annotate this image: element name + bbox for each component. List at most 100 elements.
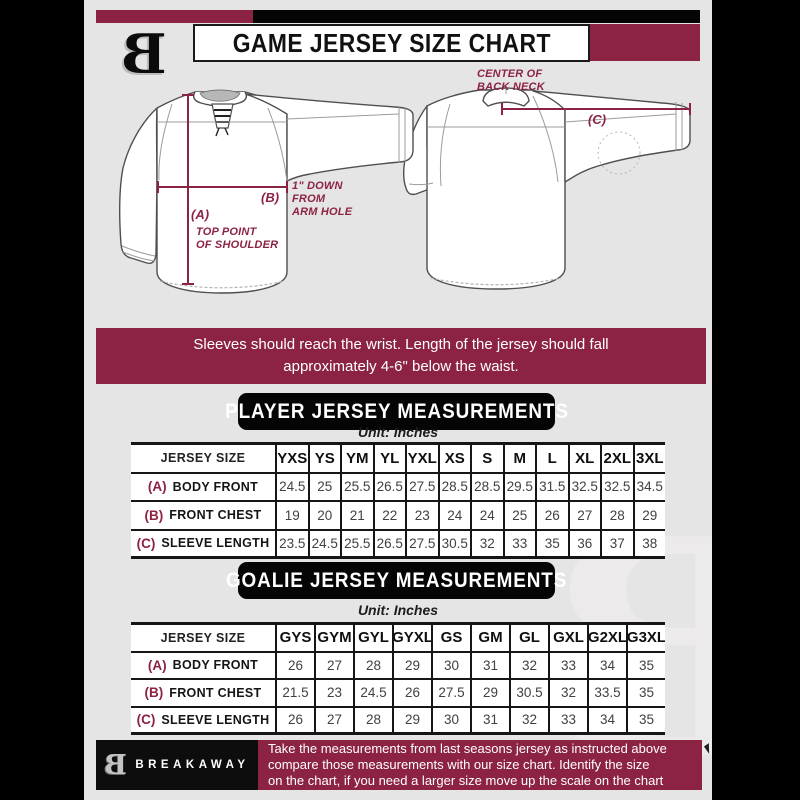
measurement-value: 31.5	[535, 473, 568, 502]
measurement-value: 24.5	[307, 530, 340, 559]
measurement-value: 26	[275, 652, 314, 680]
measurement-value: 28	[353, 707, 392, 735]
measurement-value: 24	[437, 502, 470, 531]
back-collar	[482, 87, 530, 107]
row-label-text: FRONT CHEST	[169, 508, 262, 523]
size-column-header: YXL	[405, 445, 438, 474]
size-column-header: GL	[509, 625, 548, 653]
left-frame	[0, 0, 84, 800]
size-column-header: L	[535, 445, 568, 474]
measurement-value: 24.5	[275, 473, 308, 502]
measurement-value: 35	[626, 707, 665, 735]
size-column-header: XS	[437, 445, 470, 474]
breakaway-logo-icon: B	[121, 22, 167, 86]
row-label-text: BODY FRONT	[172, 479, 259, 494]
measurement-value: 33	[548, 707, 587, 735]
row-label: (C) SLEEVE LENGTH	[131, 707, 275, 735]
row-label-text: BODY FRONT	[172, 658, 259, 673]
sizing-notice-banner: Sleeves should reach the wrist. Length o…	[96, 328, 706, 384]
row-label: (B) FRONT CHEST	[131, 502, 275, 531]
measurement-value: 28	[600, 502, 633, 531]
row-label: (B) FRONT CHEST	[131, 680, 275, 708]
title-accent-block	[586, 24, 700, 61]
measurement-value: 26	[535, 502, 568, 531]
footer-instruction-line: compare those measurements with our size…	[268, 757, 650, 773]
measurement-value: 38	[632, 530, 665, 559]
player-unit-label: Unit: Inches	[357, 424, 439, 440]
size-column-header: YXS	[275, 445, 308, 474]
right-frame	[712, 0, 800, 800]
measurement-value: 25	[307, 473, 340, 502]
footer-instruction-line: Take the measurements from last seasons …	[268, 741, 667, 757]
measurement-value: 29	[392, 652, 431, 680]
footer-instruction-line: on the chart, if you need a larger size …	[268, 772, 664, 788]
header-bar-accent	[96, 10, 253, 23]
measurement-value: 27	[314, 707, 353, 735]
measurement-value: 34	[587, 652, 626, 680]
front-left-sleeve	[118, 107, 158, 264]
measurement-value: 31	[470, 707, 509, 735]
measurement-value: 27	[567, 502, 600, 531]
measurement-value: 32	[470, 530, 503, 559]
measurement-value: 24	[470, 502, 503, 531]
measurement-value: 19	[275, 502, 308, 531]
measurement-value: 21	[340, 502, 373, 531]
size-column-header: GYS	[275, 625, 314, 653]
goalie-section-header: GOALIE JERSEY MEASUREMENTS	[226, 562, 566, 599]
front-length-note: TOP POINT OF SHOULDER	[196, 226, 279, 251]
measurement-value: 35	[626, 680, 665, 708]
measurement-value: 20	[307, 502, 340, 531]
measurement-line-c	[501, 103, 691, 115]
size-column-header: XL	[567, 445, 600, 474]
size-column-header: GYM	[314, 625, 353, 653]
measurement-value: 26.5	[372, 473, 405, 502]
measurement-value: 26	[392, 680, 431, 708]
measurement-value: 25.5	[340, 530, 373, 559]
measurement-value: 24.5	[353, 680, 392, 708]
measurement-value: 21.5	[275, 680, 314, 708]
notice-line: approximately 4-6" below the waist.	[283, 358, 519, 375]
measurement-value: 26	[275, 707, 314, 735]
measurement-value: 32	[509, 707, 548, 735]
front-chest-note: 1" DOWN FROM ARM HOLE	[292, 180, 353, 218]
elbow-patch-outline	[597, 131, 641, 175]
measurement-value: 29.5	[502, 473, 535, 502]
row-label-text: SLEEVE LENGTH	[161, 712, 270, 727]
measurement-value: 29	[470, 680, 509, 708]
notice-line: Sleeves should reach the wrist. Length o…	[193, 336, 609, 353]
measurement-value: 33	[502, 530, 535, 559]
measurement-value: 27.5	[405, 530, 438, 559]
row-key: (A)	[147, 657, 167, 673]
size-column-header: GM	[470, 625, 509, 653]
measurement-value: 31	[470, 652, 509, 680]
measurement-value: 28.5	[437, 473, 470, 502]
player-size-table: JERSEY SIZE YXS YS YM YL YXL XS S M L XL 2XL 3XL (A) B…	[131, 442, 665, 559]
collar-inner	[199, 89, 241, 102]
size-column-header: GS	[431, 625, 470, 653]
measurement-value: 36	[567, 530, 600, 559]
row-key: (C)	[136, 535, 156, 551]
size-column-header: G2XL	[587, 625, 626, 653]
back-body	[426, 89, 566, 290]
measurement-value: 33	[548, 652, 587, 680]
label-c: (C)	[588, 112, 607, 127]
size-column-header: GXL	[548, 625, 587, 653]
measurement-value: 28.5	[470, 473, 503, 502]
size-column-header: S	[470, 445, 503, 474]
measurement-value: 28	[353, 652, 392, 680]
footer-brand-name: BREAKAWAY	[135, 759, 250, 771]
front-jersey-diagram	[118, 89, 414, 294]
goalie-unit-label: Unit: Inches	[357, 602, 439, 618]
size-column-header: YS	[307, 445, 340, 474]
row-key: (B)	[144, 507, 164, 523]
row-label: (A) BODY FRONT	[131, 652, 275, 680]
goalie-section-title: GOALIE JERSEY MEASUREMENTS	[225, 568, 568, 592]
row-label-text: SLEEVE LENGTH	[161, 536, 270, 551]
row-label: (A) BODY FRONT	[131, 473, 275, 502]
measurement-value: 30	[431, 707, 470, 735]
row-key: (B)	[144, 685, 164, 701]
table-corner-label: JERSEY SIZE	[131, 625, 275, 653]
measurement-value: 27	[314, 652, 353, 680]
size-column-header: G3XL	[626, 625, 665, 653]
measurement-value: 29	[632, 502, 665, 531]
